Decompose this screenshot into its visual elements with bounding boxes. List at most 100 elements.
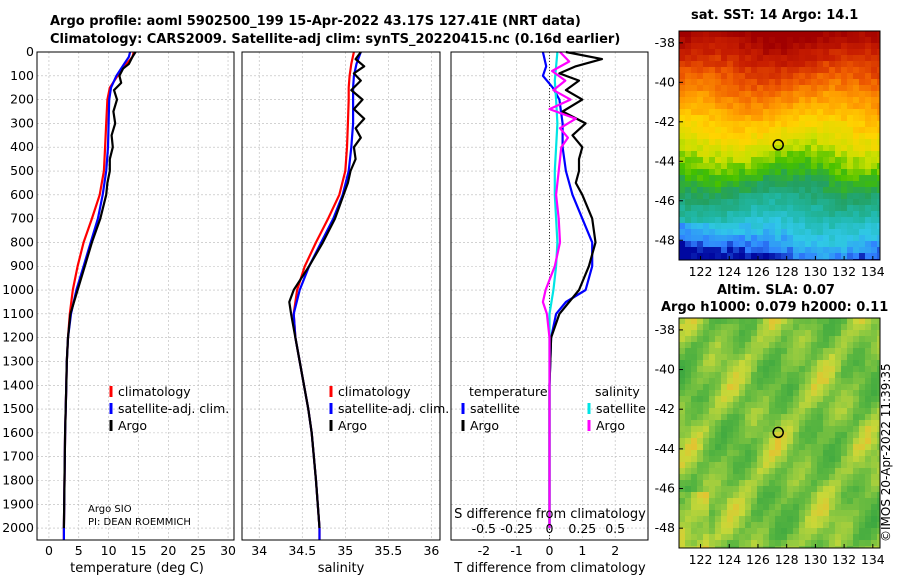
map-cell bbox=[877, 37, 881, 44]
map-cell bbox=[877, 139, 881, 146]
map-cell bbox=[871, 486, 878, 493]
map-cell bbox=[763, 396, 770, 403]
map-cell bbox=[715, 211, 722, 218]
map-cell bbox=[853, 534, 860, 541]
map-cell bbox=[817, 217, 824, 224]
map-cell bbox=[781, 187, 788, 194]
map-cell bbox=[691, 205, 698, 212]
map-cell bbox=[805, 432, 812, 439]
map-cell bbox=[841, 444, 848, 451]
map-cell bbox=[757, 486, 764, 493]
map-cell bbox=[775, 360, 782, 367]
map-cell bbox=[877, 510, 881, 517]
map-cell bbox=[679, 199, 686, 206]
map-cell bbox=[685, 67, 692, 74]
map-cell bbox=[805, 67, 812, 74]
map-cell bbox=[769, 205, 776, 212]
map-cell bbox=[799, 253, 806, 260]
map-cell bbox=[829, 360, 836, 367]
map-cell bbox=[841, 193, 848, 200]
map-cell bbox=[817, 432, 824, 439]
map-cell bbox=[751, 247, 758, 254]
map-cell bbox=[721, 456, 728, 463]
map-cell bbox=[727, 73, 734, 80]
map-cell bbox=[799, 175, 806, 182]
map-cell bbox=[817, 103, 824, 110]
map-cell bbox=[841, 474, 848, 481]
map-cell bbox=[757, 43, 764, 50]
map-cell bbox=[817, 504, 824, 511]
map-cell bbox=[799, 193, 806, 200]
map-cell bbox=[697, 91, 704, 98]
map-cell bbox=[697, 318, 704, 325]
map-cell bbox=[685, 498, 692, 505]
map-cell bbox=[835, 396, 842, 403]
map-cell bbox=[799, 354, 806, 361]
map-cell bbox=[865, 193, 872, 200]
map-cell bbox=[853, 402, 860, 409]
map-cell bbox=[793, 384, 800, 391]
map-cell bbox=[805, 498, 812, 505]
map-cell bbox=[769, 37, 776, 44]
map-cell bbox=[763, 354, 770, 361]
map-cell bbox=[733, 31, 740, 38]
map-cell bbox=[871, 151, 878, 158]
map-cell bbox=[799, 43, 806, 50]
map-cell bbox=[823, 480, 830, 487]
map-cell bbox=[715, 402, 722, 409]
map-cell bbox=[871, 522, 878, 529]
map-cell bbox=[847, 97, 854, 104]
map-cell bbox=[733, 163, 740, 170]
map-cell bbox=[847, 55, 854, 62]
map-cell bbox=[757, 61, 764, 68]
map-cell bbox=[763, 103, 770, 110]
map-cell bbox=[727, 330, 734, 337]
map-cell bbox=[865, 372, 872, 379]
map-cell bbox=[859, 217, 866, 224]
map-cell bbox=[775, 103, 782, 110]
map-cell bbox=[745, 516, 752, 523]
map-cell bbox=[679, 187, 686, 194]
map-cell bbox=[733, 516, 740, 523]
map-cell bbox=[835, 456, 842, 463]
map-cell bbox=[829, 223, 836, 230]
map-cell bbox=[715, 504, 722, 511]
map-cell bbox=[703, 235, 710, 242]
map-cell bbox=[703, 205, 710, 212]
map-cell bbox=[715, 498, 722, 505]
map-cell bbox=[721, 420, 728, 427]
map-cell bbox=[859, 163, 866, 170]
map-cell bbox=[697, 330, 704, 337]
map-cell bbox=[763, 85, 770, 92]
map-cell bbox=[715, 450, 722, 457]
map-cell bbox=[763, 229, 770, 236]
map-cell bbox=[691, 217, 698, 224]
map-cell bbox=[829, 516, 836, 523]
map-cell bbox=[685, 318, 692, 325]
map-cell bbox=[745, 85, 752, 92]
map-cell bbox=[859, 151, 866, 158]
map-cell bbox=[751, 516, 758, 523]
map-cell bbox=[775, 450, 782, 457]
map-cell bbox=[679, 223, 686, 230]
map-cell bbox=[721, 163, 728, 170]
map-cell bbox=[877, 241, 881, 248]
map-cell bbox=[721, 67, 728, 74]
map-cell bbox=[859, 31, 866, 38]
map-cell bbox=[751, 390, 758, 397]
map-cell bbox=[745, 366, 752, 373]
map-cell bbox=[877, 223, 881, 230]
map-cell bbox=[691, 145, 698, 152]
map-cell bbox=[829, 91, 836, 98]
map-cell bbox=[865, 85, 872, 92]
map-cell bbox=[727, 354, 734, 361]
map-cell bbox=[877, 67, 881, 74]
map-cell bbox=[811, 516, 818, 523]
map-cell bbox=[805, 91, 812, 98]
map-cell bbox=[763, 504, 770, 511]
map-cell bbox=[775, 402, 782, 409]
map-cell bbox=[853, 378, 860, 385]
map-cell bbox=[775, 79, 782, 86]
map-cell bbox=[829, 378, 836, 385]
map-cell bbox=[739, 235, 746, 242]
